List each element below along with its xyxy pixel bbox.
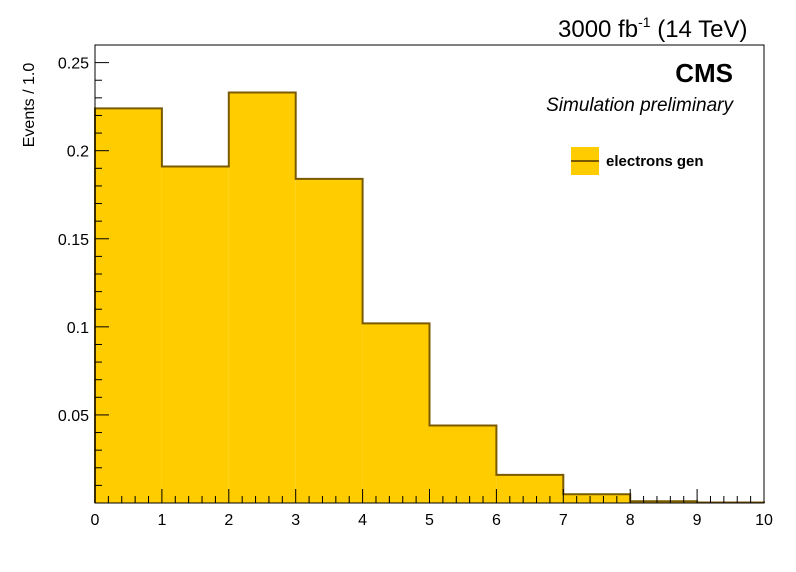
- histogram-bar: [295, 178, 363, 503]
- x-tick-label: 9: [693, 512, 702, 529]
- x-tick-label: 2: [224, 512, 233, 529]
- x-tick-label: 1: [157, 512, 166, 529]
- y-tick-label: 0.05: [58, 408, 89, 425]
- x-tick-label: 7: [559, 512, 568, 529]
- x-tick-label: 5: [425, 512, 434, 529]
- histogram-bar: [228, 92, 296, 504]
- y-axis-label: Events / 1.0: [21, 62, 38, 148]
- x-tick-label: 8: [626, 512, 635, 529]
- y-tick-label: 0.2: [67, 144, 89, 161]
- y-tick-label: 0.1: [67, 320, 89, 337]
- x-tick-label: 6: [492, 512, 501, 529]
- histogram-bar: [95, 108, 162, 504]
- x-tick-label: 3: [291, 512, 300, 529]
- x-tick-label: 4: [358, 512, 367, 529]
- histogram-bar: [429, 425, 497, 503]
- histogram-bar: [161, 166, 229, 504]
- legend-swatch: [571, 147, 599, 175]
- luminosity-label: 3000 fb-1 (14 TeV): [558, 14, 748, 43]
- histogram-outline: [94, 91, 765, 504]
- histogram-bar: [563, 494, 631, 503]
- simulation-preliminary-label: Simulation preliminary: [546, 95, 733, 116]
- x-tick-label: 0: [91, 512, 100, 529]
- y-tick-label: 0.25: [58, 56, 89, 73]
- legend-label: electrons gen: [606, 152, 704, 170]
- cms-label: CMS: [675, 58, 733, 88]
- histogram-bar: [362, 323, 430, 503]
- y-tick-label: 0.15: [58, 232, 89, 249]
- legend: electrons gen: [571, 147, 704, 175]
- x-tick-label: 10: [755, 512, 773, 529]
- histogram-bar: [496, 474, 564, 503]
